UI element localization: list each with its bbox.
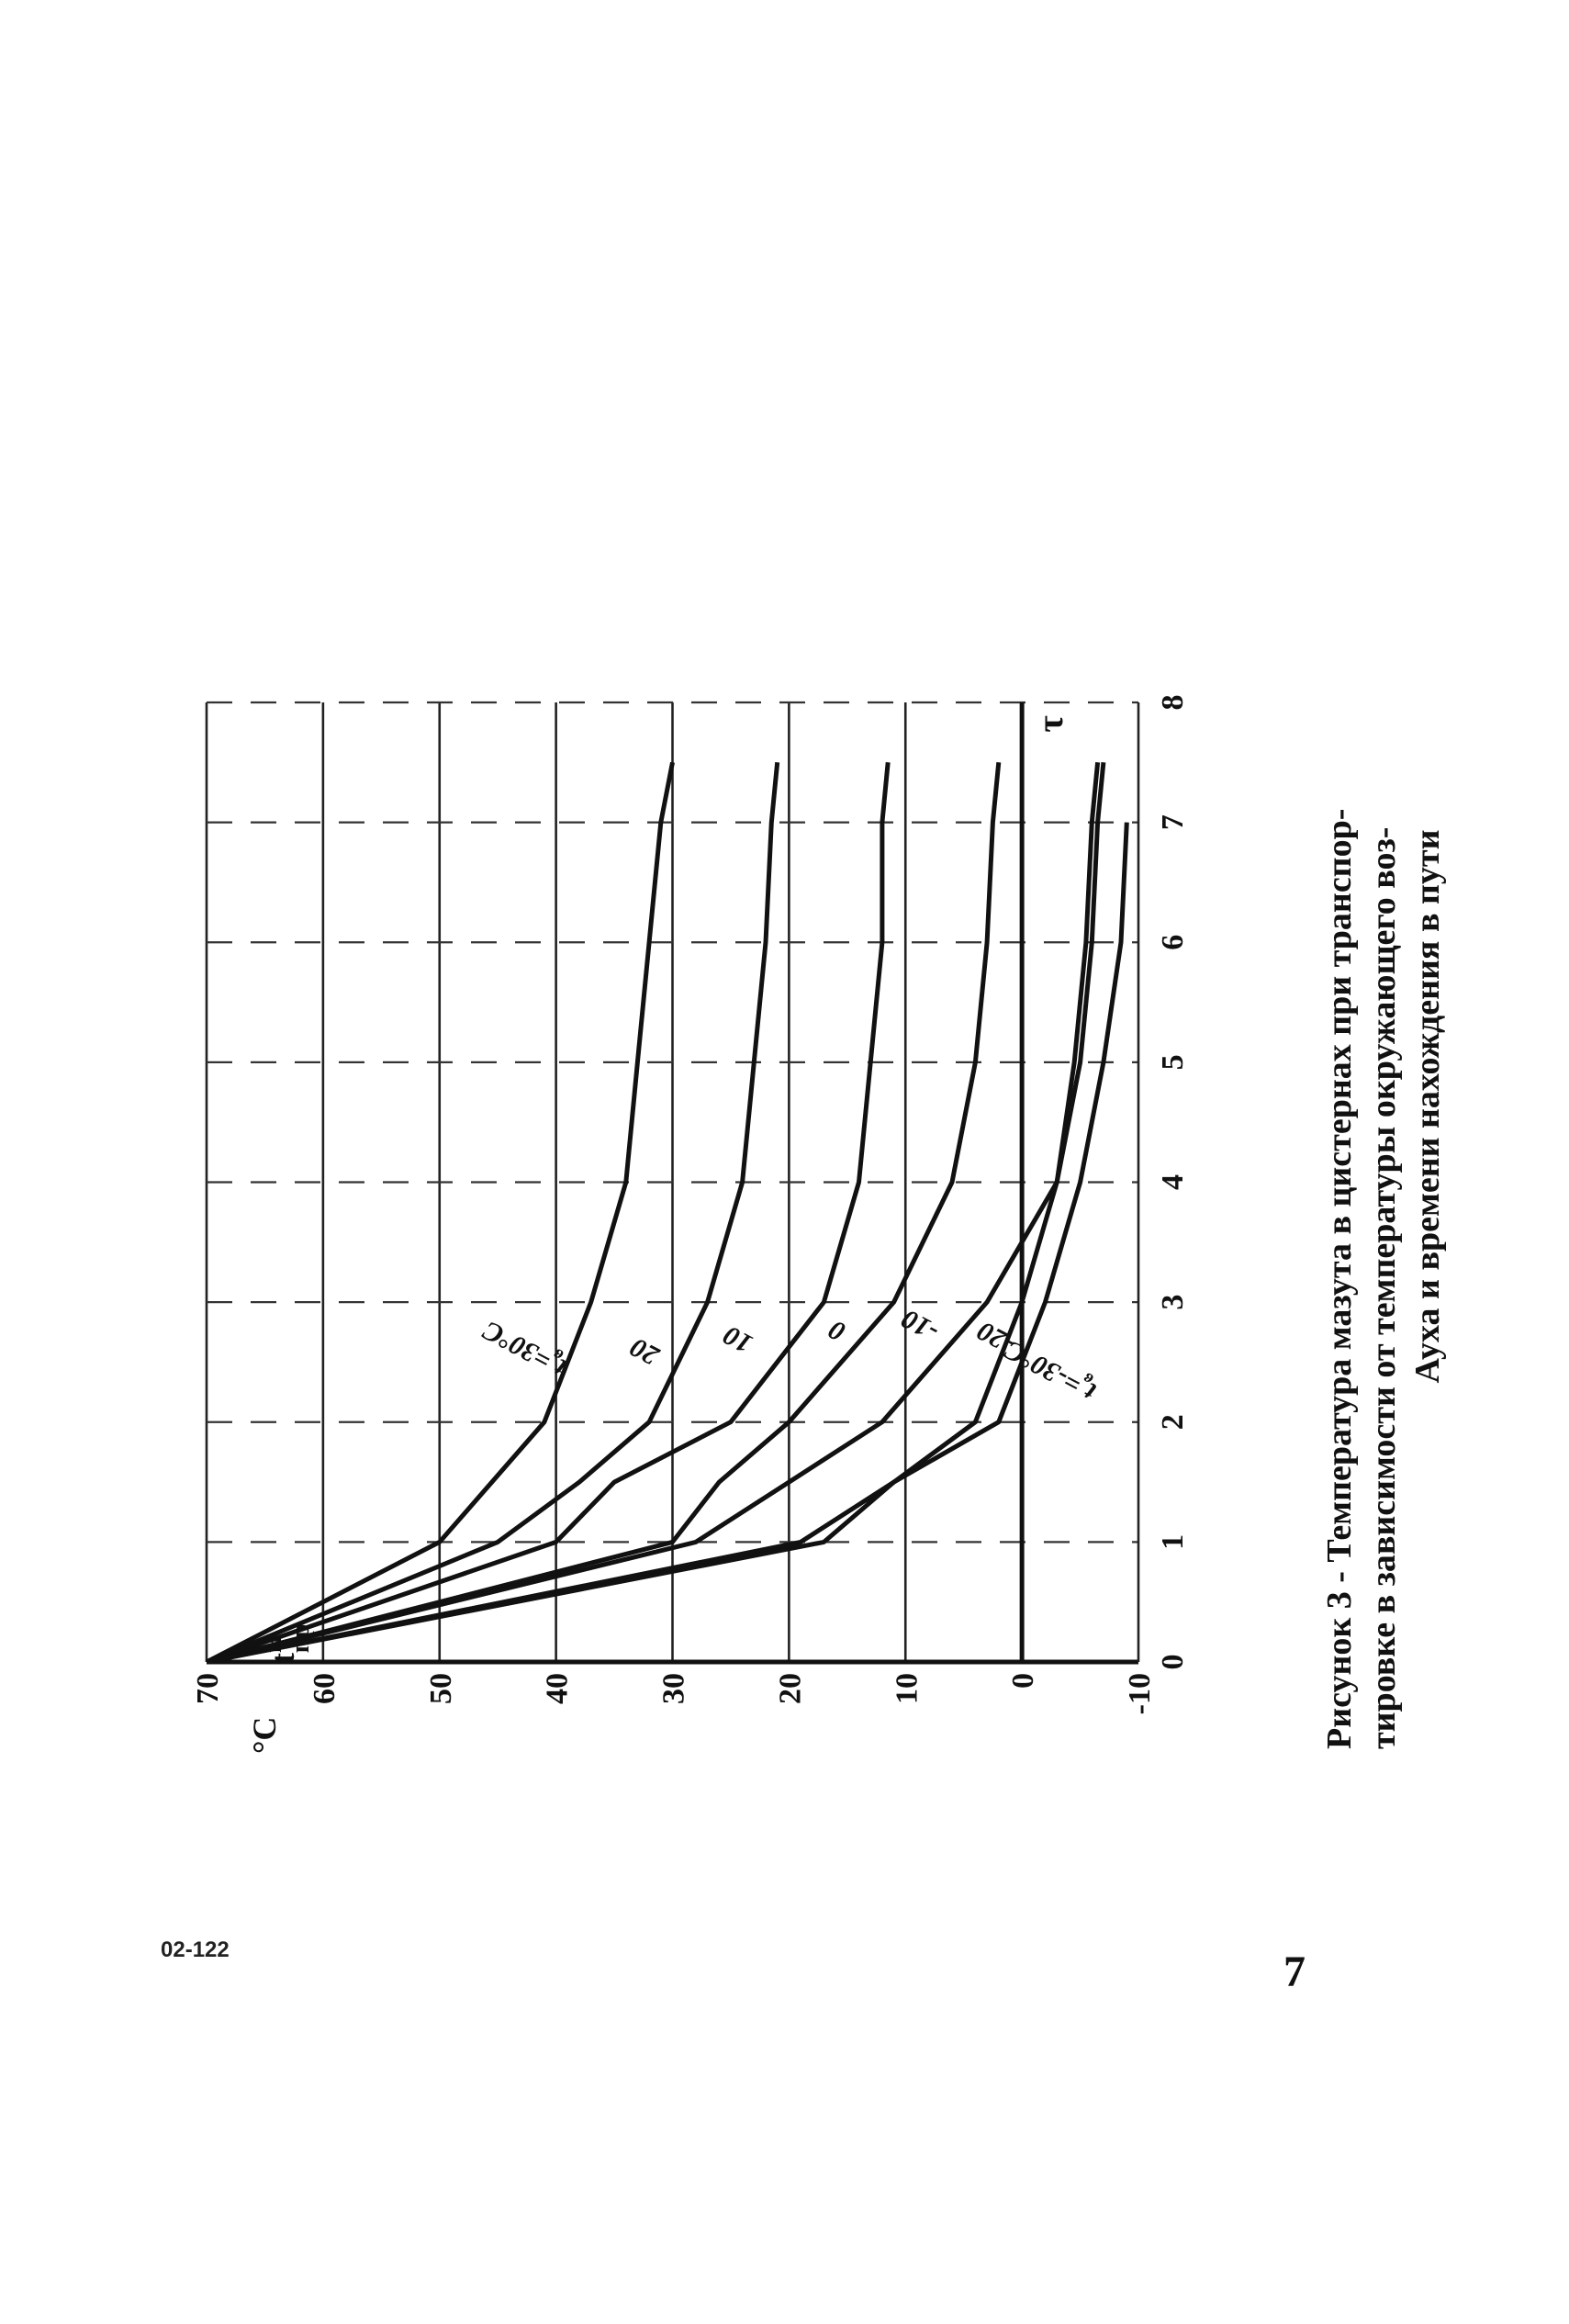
series-label: 20	[625, 1331, 665, 1372]
series-line	[206, 822, 1129, 1665]
y-symbol-sub: пр	[286, 1624, 315, 1654]
x-tick-label: 5	[1156, 1054, 1190, 1070]
x-tick-label: 1	[1156, 1534, 1190, 1550]
series-label: tв=-30°C	[1000, 1330, 1104, 1408]
x-tick-label: 6	[1156, 935, 1190, 950]
x-axis-symbol: τ	[1029, 715, 1070, 732]
y-tick-label: 50	[424, 1673, 458, 1704]
y-symbol-sup: м	[260, 1636, 286, 1653]
series-label-main: 0	[824, 1314, 850, 1347]
series-label: tв=30°C	[477, 1309, 573, 1383]
series-label-rest: =30°C	[477, 1315, 556, 1376]
x-tick-label: 4	[1156, 1174, 1190, 1190]
series-label: 10	[719, 1319, 757, 1359]
chart-grid	[205, 701, 1138, 1662]
rotated-figure: -10 0 10 20 30 40 50 60 70 0 1 2 3 4 5 6 7 8 tв=30°C 20 10 0…	[184, 441, 1447, 1772]
x-tick-label: 0	[1156, 1655, 1190, 1670]
caption-line-1: Рисунок 3 - Температура мазута в цистерн…	[1320, 808, 1359, 1749]
y-tick-label: 30	[657, 1673, 691, 1704]
series-label-main: -10	[897, 1303, 944, 1347]
y-tick-label: 70	[191, 1673, 225, 1704]
y-tick-label: 60	[308, 1673, 342, 1704]
y-axis-symbol: tмпр	[260, 1624, 315, 1664]
x-tick-label: 7	[1156, 814, 1190, 830]
series-label-main: 10	[719, 1319, 757, 1359]
chart-curves	[205, 761, 1129, 1665]
caption-line-3: Ауха и времени нахождения в пути	[1408, 829, 1447, 1384]
y-tick-label: 10	[890, 1673, 924, 1704]
series-label: 0	[824, 1314, 850, 1347]
y-tick-label: -10	[1123, 1673, 1157, 1714]
chart-axes	[207, 702, 1140, 1665]
x-tick-label: 2	[1156, 1414, 1190, 1430]
x-tick-label: 3	[1156, 1295, 1190, 1310]
y-axis-unit: °C	[246, 1717, 283, 1754]
y-symbol-main: t	[264, 1653, 301, 1664]
caption-line-2: тировке в зависимости от температуры окр…	[1364, 826, 1403, 1749]
temperature-chart: -10 0 10 20 30 40 50 60 70 0 1 2 3 4 5 6 7 8 tв=30°C 20 10 0…	[191, 695, 1190, 1755]
x-tick-label: 8	[1156, 695, 1190, 711]
series-line	[205, 761, 675, 1665]
document-code: 02-122	[161, 1937, 230, 1962]
series-line	[206, 762, 1101, 1665]
series-line	[206, 762, 1002, 1665]
series-line	[206, 762, 780, 1665]
series-label-main: 20	[625, 1331, 665, 1372]
chart-tick-labels: -10 0 10 20 30 40 50 60 70 0 1 2 3 4 5 6 7 8	[191, 695, 1190, 1715]
page-number: 7	[1283, 1948, 1306, 1996]
series-label: -10	[897, 1303, 944, 1347]
y-tick-label: 0	[1006, 1673, 1040, 1689]
figure-caption: Рисунок 3 - Температура мазута в цистерн…	[1317, 464, 1450, 1749]
y-tick-label: 40	[541, 1673, 575, 1704]
series-line	[206, 762, 1106, 1665]
series-line	[206, 762, 891, 1665]
y-tick-label: 20	[773, 1673, 807, 1704]
